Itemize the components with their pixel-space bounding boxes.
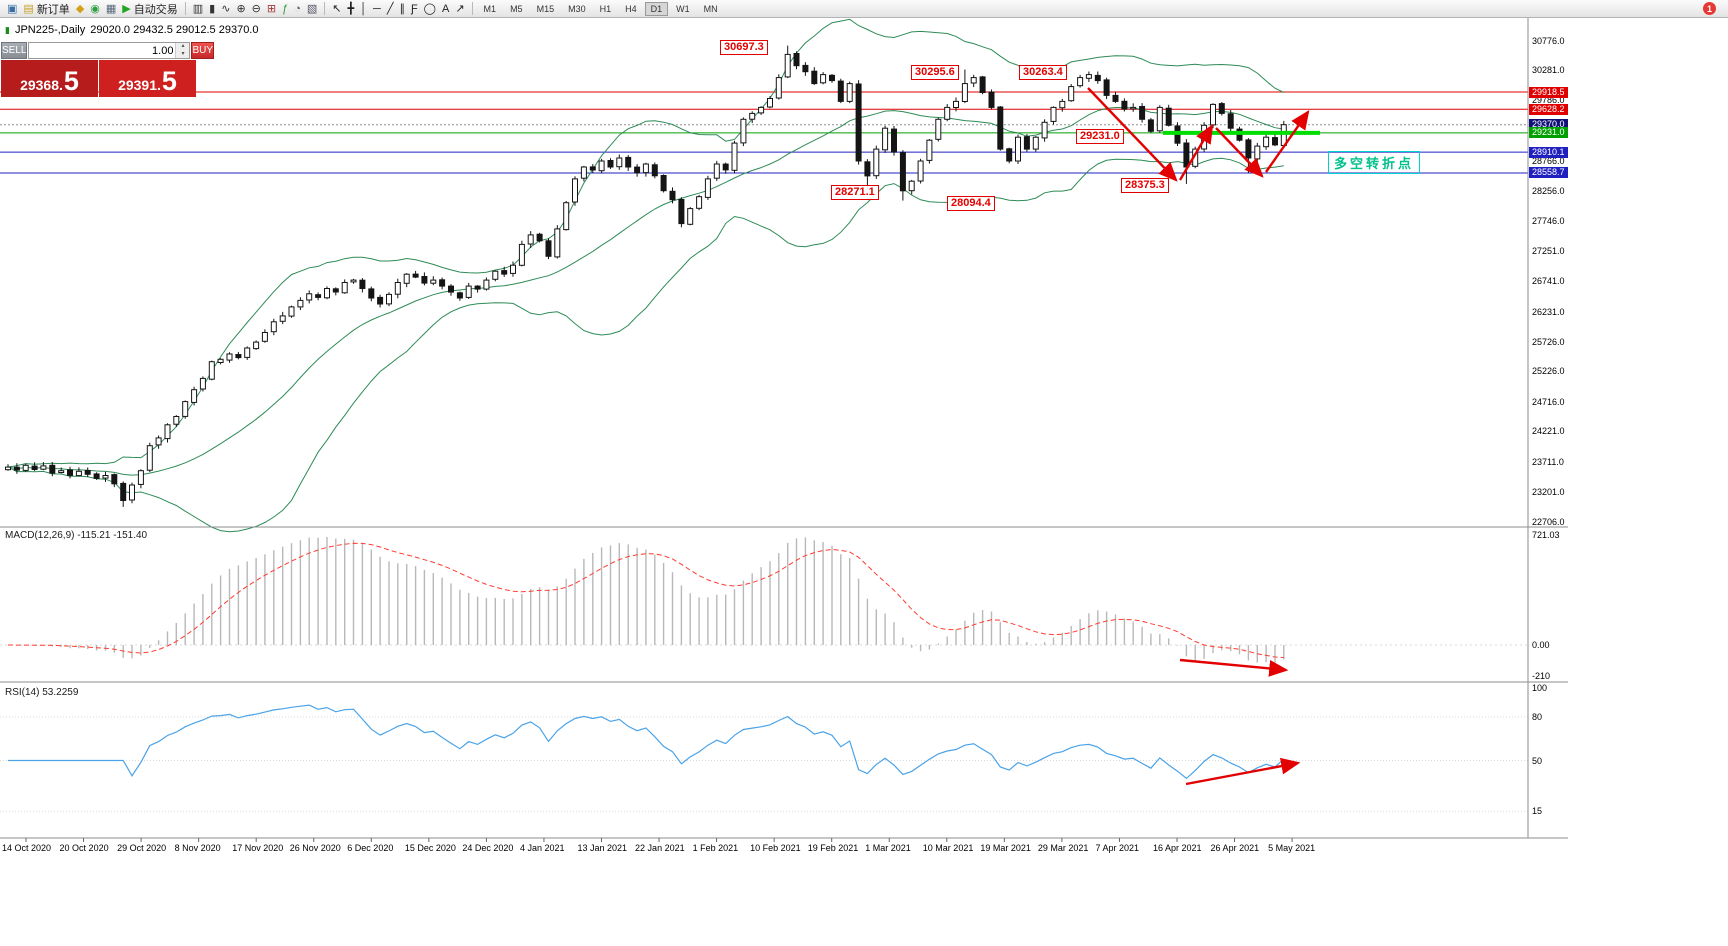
- timeframe-m1[interactable]: M1: [483, 3, 497, 14]
- macd-label: MACD(12,26,9) -115.21 -151.40: [5, 530, 148, 541]
- rsi-label: RSI(14) 53.2259: [5, 687, 79, 698]
- candlestick-chart-icon: ▮: [209, 2, 216, 15]
- timeframe-m30[interactable]: M30: [568, 3, 586, 14]
- buy-price[interactable]: 29391. 5: [99, 60, 196, 97]
- arrows-icon: ↗: [455, 2, 465, 15]
- autotrading-button[interactable]: ▶ 自动交易: [119, 1, 180, 17]
- terminal-icon: ▦: [105, 2, 117, 15]
- templates-icon[interactable]: ▧: [304, 1, 320, 17]
- timeframe-m15[interactable]: M15: [536, 3, 555, 14]
- lot-size-input[interactable]: [29, 43, 176, 58]
- templates-icon: ▧: [306, 2, 318, 15]
- shapes-icon[interactable]: ◯: [421, 1, 439, 17]
- terminal-icon[interactable]: ▦: [103, 1, 119, 17]
- fibonacci-icon: Ƒ: [410, 2, 418, 15]
- toolbar-items: ▣ ▤ 新订单 ◆ ◉ ▦ ▶ 自动交易 ▥ ▮ ∿ ⊕ ⊖ ⊞ ƒ ◔ ▧ ↖ ╋ │ ─ ╱ ∥ Ƒ ◯ A ↗ M1 M5 M15 M…: [4, 0, 1703, 18]
- new-order-icon: ▤: [23, 2, 34, 15]
- autotrading-icon: ▶: [122, 2, 131, 15]
- crosshair-icon[interactable]: ╋: [345, 1, 358, 17]
- zoom-out-icon[interactable]: ⊖: [249, 1, 264, 17]
- candle-icon: ▮: [5, 24, 10, 35]
- sell-button[interactable]: SELL: [1, 42, 28, 59]
- zoom-out-icon: ⊖: [251, 2, 261, 15]
- line-chart-icon[interactable]: ∿: [218, 1, 233, 17]
- timeframe-d1[interactable]: D1: [644, 1, 669, 16]
- toolbar: ▣ ▤ 新订单 ◆ ◉ ▦ ▶ 自动交易 ▥ ▮ ∿ ⊕ ⊖ ⊞ ƒ ◔ ▧ ↖ ╋ │ ─ ╱ ∥ Ƒ ◯ A ↗ M1 M5 M15 M…: [0, 0, 1728, 18]
- line-chart-icon: ∿: [221, 2, 231, 15]
- market-watch-icon[interactable]: ◆: [73, 1, 87, 17]
- indicators-icon: ƒ: [282, 2, 289, 15]
- zoom-in-icon[interactable]: ⊕: [233, 1, 248, 17]
- horizontal-line-icon[interactable]: ─: [370, 1, 384, 17]
- bar-chart-icon[interactable]: ▥: [190, 1, 206, 17]
- horizontal-line-icon: ─: [373, 2, 381, 15]
- vertical-line-icon[interactable]: │: [357, 1, 370, 17]
- buy-price-big-digit: 5: [161, 66, 177, 96]
- trendline-icon: ╱: [386, 2, 394, 15]
- channel-icon: ∥: [399, 2, 405, 15]
- timeframe-w1[interactable]: W1: [676, 3, 690, 14]
- text-icon: A: [441, 2, 450, 15]
- new-chart-icon: ▣: [7, 2, 18, 15]
- timeframe-h1[interactable]: H1: [599, 3, 612, 14]
- trade-price-row: 29368. 5 29391. 5: [1, 60, 196, 97]
- tile-windows-icon[interactable]: ⊞: [264, 1, 279, 17]
- sell-price[interactable]: 29368. 5: [1, 60, 98, 97]
- lot-step-up-icon[interactable]: ▴: [176, 43, 190, 51]
- toolbar-separator: [324, 2, 326, 15]
- timeframe-h4[interactable]: H4: [625, 3, 637, 14]
- one-click-trading-panel: SELL ▴ ▾ BUY 29368. 5 29391. 5: [1, 42, 215, 97]
- toolbar-separator: [184, 2, 186, 15]
- sell-price-main: 29368.: [20, 77, 63, 93]
- zoom-in-icon: ⊕: [236, 2, 246, 15]
- periods-icon: ◔: [294, 2, 301, 15]
- new-chart-icon[interactable]: ▣: [4, 1, 20, 17]
- vertical-line-icon: │: [360, 2, 368, 15]
- cursor-icon[interactable]: ↖: [329, 1, 344, 17]
- timeframe-m5[interactable]: M5: [510, 3, 523, 14]
- candlestick-chart-icon[interactable]: ▮: [206, 1, 218, 17]
- data-window-icon[interactable]: ◉: [87, 1, 103, 17]
- buy-button[interactable]: BUY: [191, 42, 215, 59]
- chart-symbol: JPN225-,Daily: [14, 24, 86, 36]
- new-order-button[interactable]: ▤ 新订单: [20, 1, 72, 17]
- bar-chart-icon: ▥: [192, 2, 204, 15]
- trade-controls-row: SELL ▴ ▾ BUY: [1, 42, 215, 59]
- cursor-icon: ↖: [332, 2, 342, 15]
- periods-icon[interactable]: ◔: [291, 1, 304, 17]
- lot-step-down-icon[interactable]: ▾: [176, 50, 190, 58]
- channel-icon[interactable]: ∥: [396, 1, 408, 17]
- data-window-icon: ◉: [90, 2, 100, 15]
- text-icon[interactable]: A: [439, 1, 452, 17]
- lot-stepper[interactable]: ▴ ▾: [175, 43, 190, 58]
- autotrading-button-label: 自动交易: [133, 3, 178, 16]
- chart-ohlc-header: ▮ JPN225-,Daily 29020.0 29432.5 29012.5 …: [5, 24, 258, 36]
- arrows-icon[interactable]: ↗: [452, 1, 467, 17]
- notification-badge[interactable]: 1: [1703, 2, 1716, 15]
- new-order-button-label: 新订单: [36, 3, 70, 16]
- tile-windows-icon: ⊞: [266, 2, 277, 15]
- shapes-icon: ◯: [423, 2, 436, 15]
- crosshair-icon: ╋: [347, 2, 355, 15]
- fibonacci-icon[interactable]: Ƒ: [408, 1, 421, 17]
- toolbar-separator: [471, 2, 473, 15]
- indicators-icon[interactable]: ƒ: [279, 1, 291, 17]
- chart-ohlc-values: 29020.0 29432.5 29012.5 29370.0: [90, 24, 259, 36]
- timeframe-mn[interactable]: MN: [703, 3, 718, 14]
- sell-price-big-digit: 5: [63, 66, 79, 96]
- trendline-icon[interactable]: ╱: [384, 1, 397, 17]
- buy-price-main: 29391.: [118, 77, 161, 93]
- lot-size-box: ▴ ▾: [28, 42, 191, 59]
- market-watch-icon: ◆: [75, 2, 85, 15]
